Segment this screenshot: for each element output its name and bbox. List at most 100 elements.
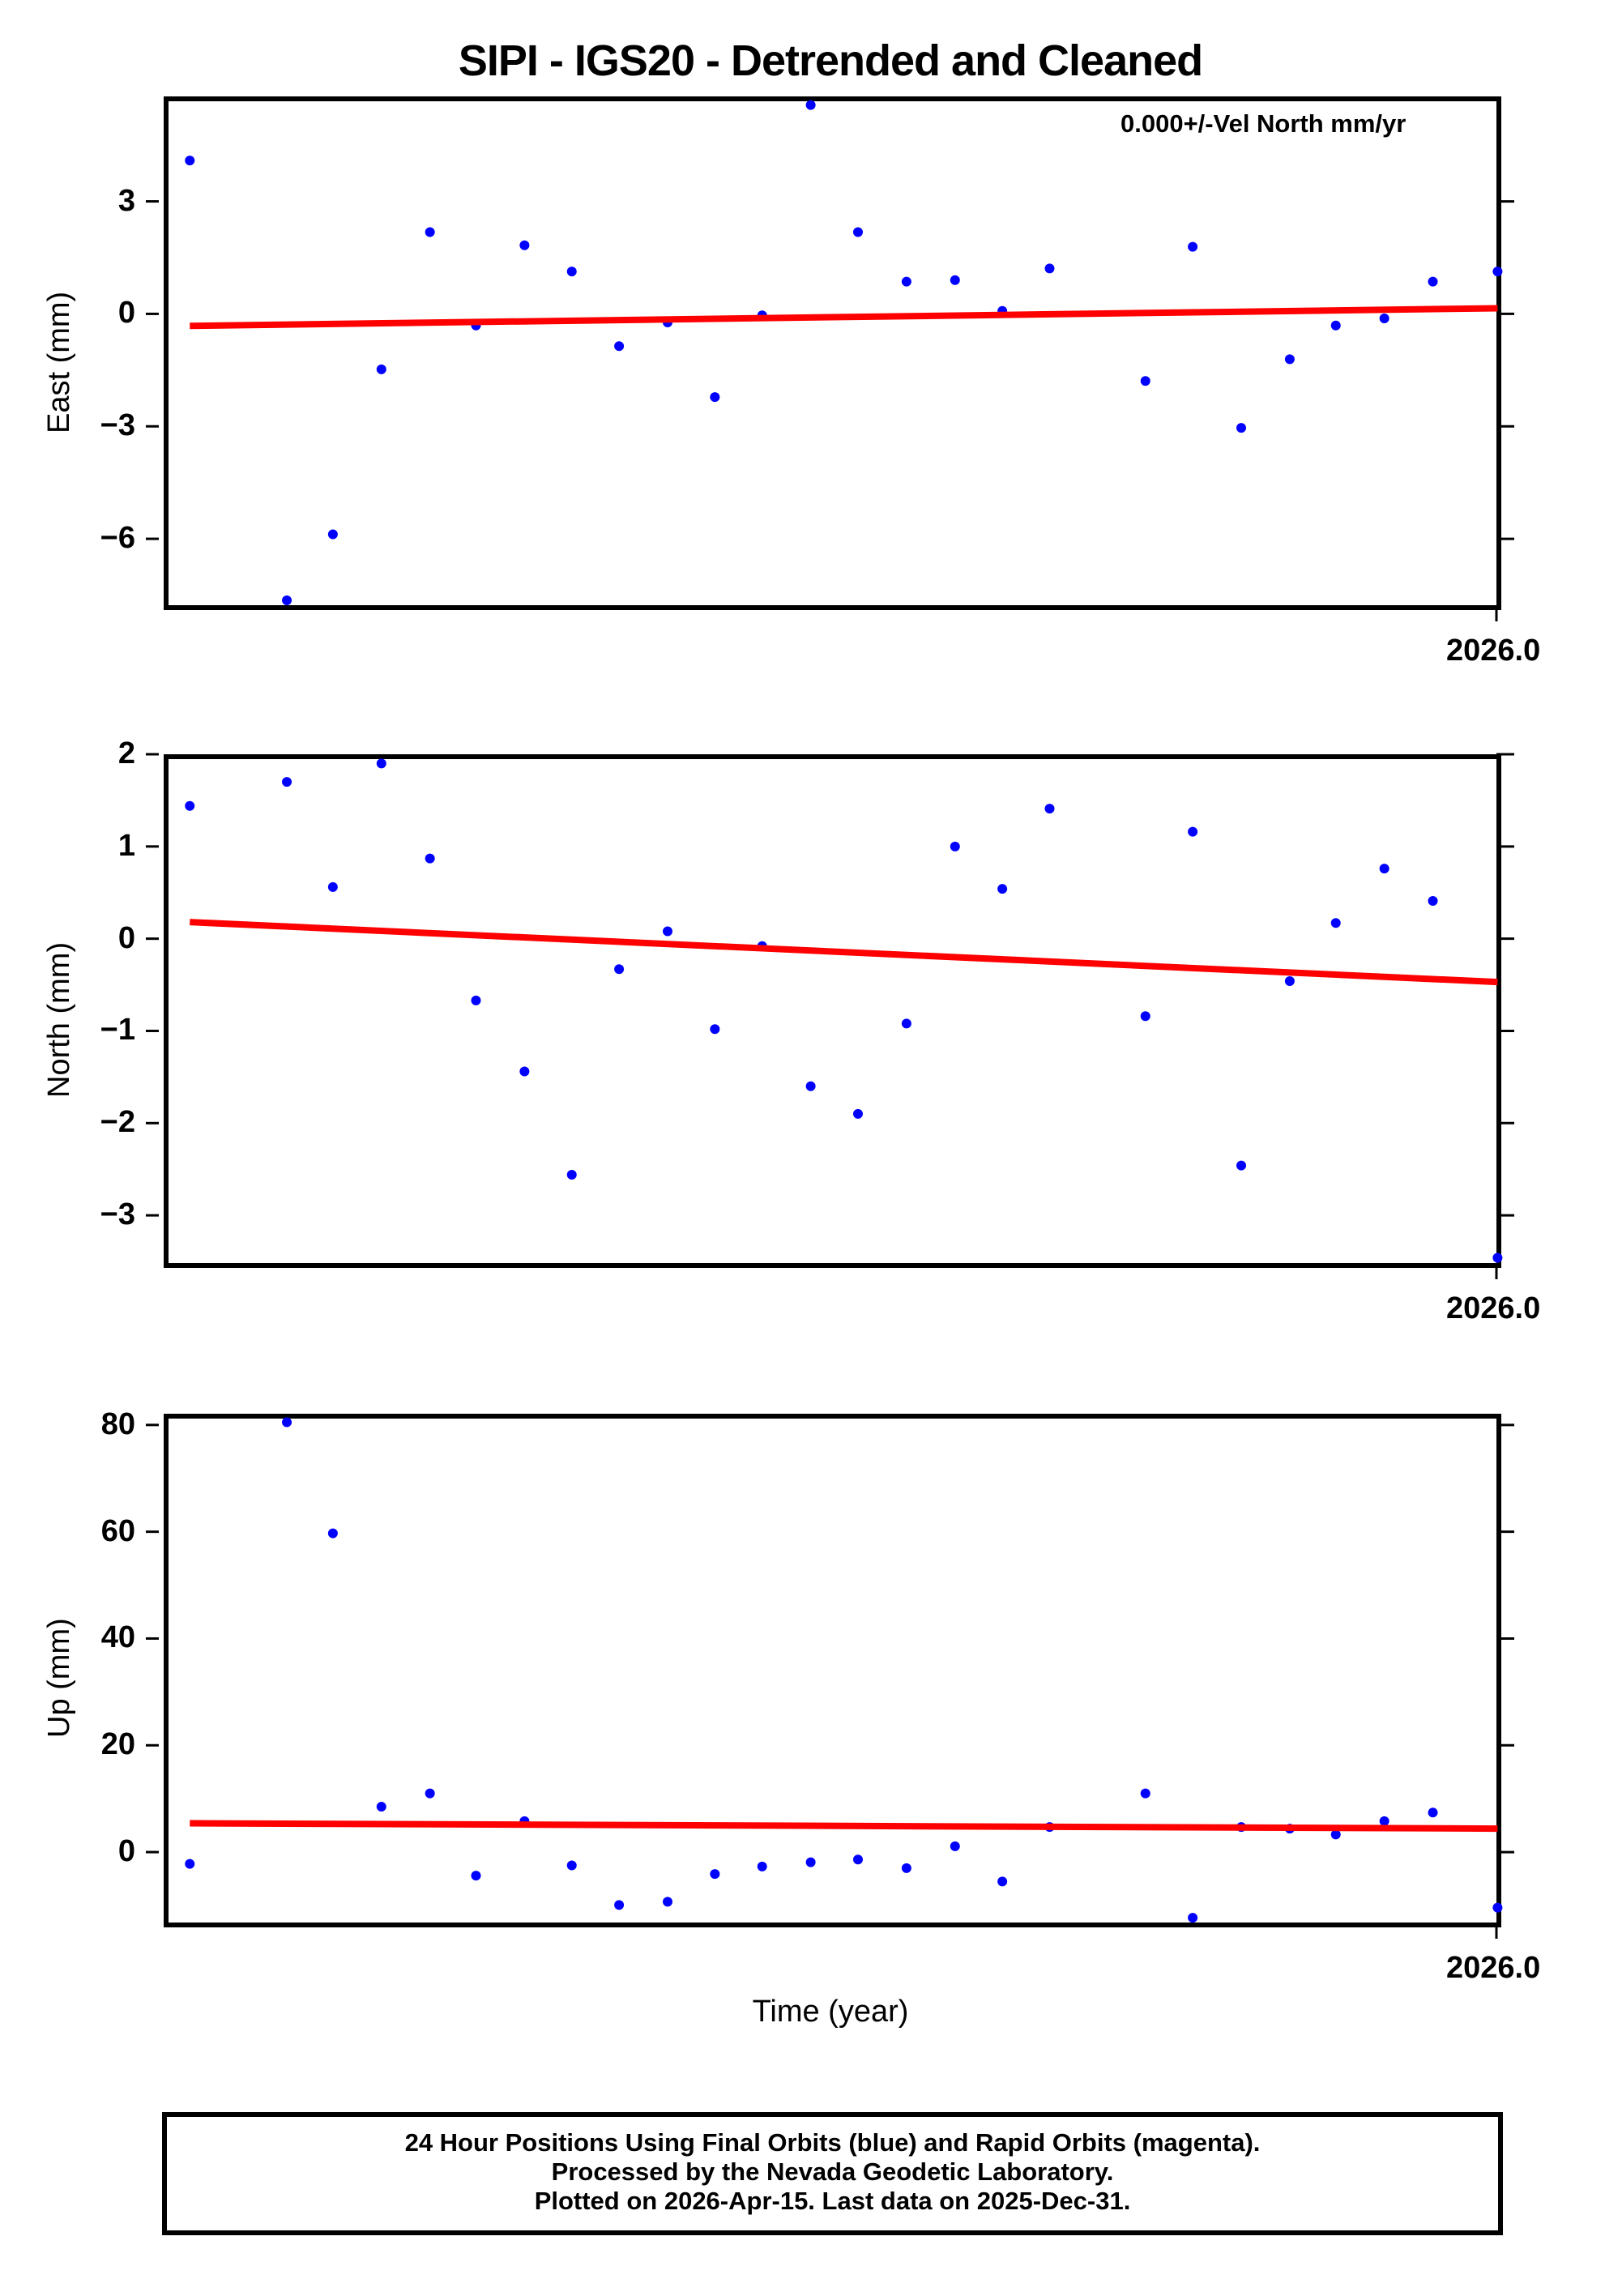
data-point <box>852 1854 863 1865</box>
data-point <box>185 1859 195 1869</box>
footer-info-box: 24 Hour Positions Using Final Orbits (bl… <box>162 2112 1503 2235</box>
x-axis-label: Time (year) <box>752 1995 909 2029</box>
data-point <box>1330 320 1341 331</box>
y-tick-label: 0 <box>117 920 135 955</box>
data-point <box>1188 1913 1198 1923</box>
north-xtick-label: 2026.0 <box>1446 1291 1541 1325</box>
data-point <box>376 758 386 769</box>
data-point <box>614 1900 625 1910</box>
data-point <box>1188 826 1198 837</box>
y-tick-label: −2 <box>100 1105 135 1140</box>
data-point <box>1428 276 1438 287</box>
data-point <box>710 392 720 403</box>
data-point <box>566 267 577 277</box>
data-point <box>1188 241 1198 252</box>
data-point <box>1044 804 1055 814</box>
up-panel <box>146 1414 1514 1939</box>
data-point <box>327 529 338 540</box>
data-point <box>1379 313 1389 323</box>
data-point <box>185 800 195 811</box>
y-tick-label: 80 <box>100 1406 135 1441</box>
data-point <box>425 1788 435 1799</box>
data-point <box>282 777 292 787</box>
data-point <box>1284 354 1295 365</box>
data-point <box>185 156 195 166</box>
chart-title: SIPI - IGS20 - Detrended and Cleaned <box>458 36 1203 85</box>
y-tick-label: 0 <box>117 1834 135 1869</box>
y-tick-label: −3 <box>100 1197 135 1232</box>
data-point <box>327 881 338 892</box>
data-point <box>519 240 530 250</box>
y-tick-label: 20 <box>100 1727 135 1762</box>
data-point <box>901 276 911 287</box>
data-point <box>566 1860 577 1871</box>
data-point <box>805 100 816 110</box>
up-xtick-label: 2026.0 <box>1446 1951 1541 1985</box>
footer-line-orbits: 24 Hour Positions Using Final Orbits (bl… <box>404 2128 1261 2157</box>
data-point <box>663 1897 673 1907</box>
north-panel <box>146 753 1514 1279</box>
east-panel: 0.000+/-Vel North mm/yr <box>146 96 1514 621</box>
data-point <box>1284 976 1295 987</box>
data-point <box>566 1170 577 1180</box>
plot-area <box>146 753 1514 1279</box>
data-point <box>710 1869 720 1880</box>
data-point <box>1140 376 1150 386</box>
y-tick-label: 0 <box>117 296 135 331</box>
data-point <box>1236 423 1247 433</box>
data-point <box>614 964 625 975</box>
data-point <box>1492 267 1503 277</box>
velocity-annotation: 0.000+/-Vel North mm/yr <box>1121 109 1407 138</box>
y-tick-label: 2 <box>117 736 135 770</box>
data-point <box>519 1066 530 1077</box>
data-point <box>282 1417 292 1428</box>
footer-line-plotted: Plotted on 2026-Apr-15. Last data on 202… <box>534 2187 1131 2215</box>
data-point <box>1379 864 1389 874</box>
data-point <box>1330 1829 1341 1840</box>
data-point <box>471 1871 481 1881</box>
data-point <box>757 1861 767 1871</box>
y-tick-label: 3 <box>117 183 135 218</box>
data-point <box>805 1857 816 1867</box>
footer-line-processed: Processed by the Nevada Geodetic Laborat… <box>551 2157 1114 2186</box>
data-point <box>425 853 435 864</box>
data-point <box>1330 918 1341 928</box>
data-point <box>471 995 481 1005</box>
data-point <box>950 275 960 285</box>
data-point <box>376 1802 386 1812</box>
y-tick-label: −3 <box>100 408 135 443</box>
y-tick-label: 1 <box>117 828 135 863</box>
data-point <box>997 884 1008 894</box>
data-point <box>997 1876 1008 1887</box>
data-point <box>901 1863 911 1873</box>
data-point <box>805 1081 816 1091</box>
y-tick-label: 60 <box>100 1513 135 1548</box>
data-point <box>1428 1807 1438 1818</box>
trend-line <box>190 1820 1498 1833</box>
trend-line <box>190 305 1498 330</box>
y-tick-label: 40 <box>100 1620 135 1655</box>
y-tick-label: −6 <box>100 521 135 556</box>
data-point <box>710 1024 720 1035</box>
data-point <box>950 1841 960 1851</box>
data-point <box>282 595 292 605</box>
data-point <box>1379 1816 1389 1826</box>
data-point <box>663 926 673 937</box>
data-point <box>1140 1011 1150 1022</box>
data-point <box>425 227 435 237</box>
data-point <box>1492 1253 1503 1263</box>
trend-line <box>190 919 1498 986</box>
data-point <box>1236 1160 1247 1171</box>
data-point <box>614 341 625 352</box>
data-point <box>1428 895 1438 906</box>
data-point <box>1492 1902 1503 1913</box>
data-point <box>1044 263 1055 274</box>
plot-area <box>146 100 1514 621</box>
plot-area <box>146 1417 1514 1939</box>
data-point <box>950 841 960 851</box>
data-point <box>852 227 863 237</box>
data-point <box>327 1528 338 1538</box>
data-point <box>376 364 386 374</box>
east-xtick-label: 2026.0 <box>1446 634 1541 668</box>
data-point <box>852 1108 863 1119</box>
